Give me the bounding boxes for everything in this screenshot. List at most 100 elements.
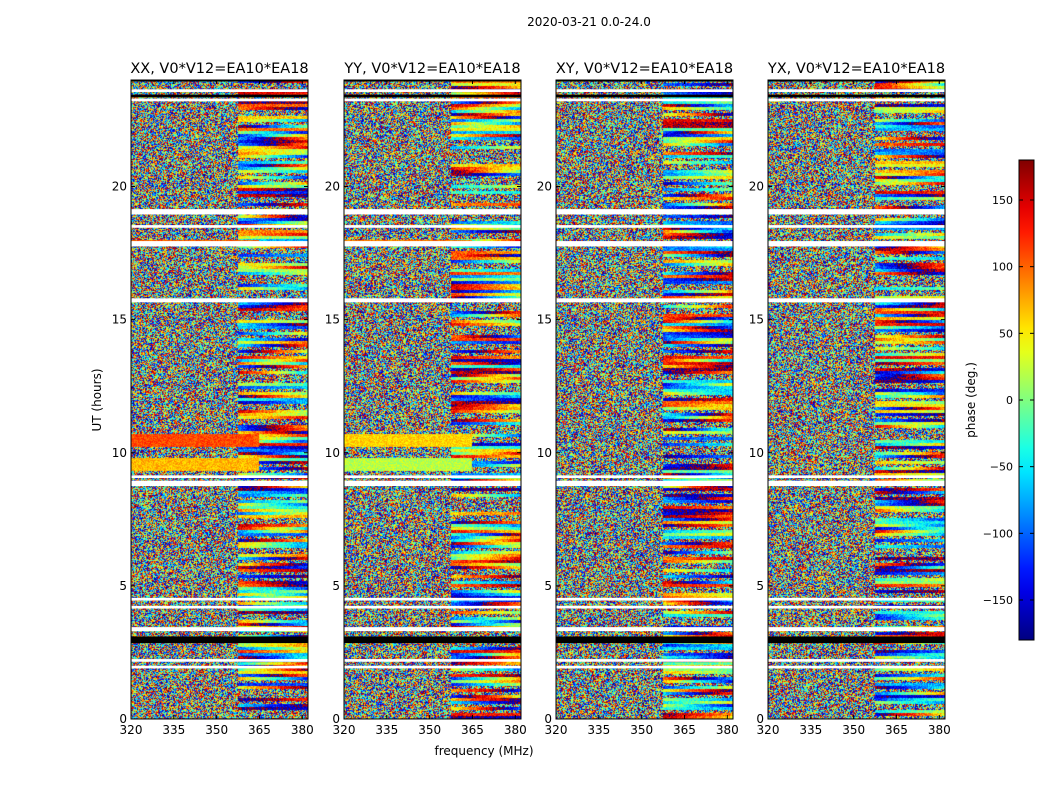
dark-band	[131, 636, 308, 644]
panel-xy: XY, V0*V12=EA10*EA18 320 335 350 365 380 0 5 10 1…	[537, 61, 739, 737]
panel-frame	[130, 79, 309, 720]
y-tick-label: 0	[544, 712, 552, 726]
flagged-band	[768, 209, 945, 215]
colorbar-tick-label: 50	[999, 327, 1013, 340]
panel-title: YX, V0*V12=EA10*EA18	[767, 61, 945, 77]
y-tick-label: 0	[119, 712, 127, 726]
x-tick-label: 350	[205, 723, 228, 737]
dark-band	[768, 636, 945, 644]
colorbar-tick-label: −100	[983, 527, 1013, 540]
flagged-band	[131, 659, 308, 662]
x-tick-label: 350	[842, 723, 865, 737]
x-tick-label: 380	[504, 723, 527, 737]
flagged-band	[768, 480, 945, 487]
dark-band	[556, 94, 733, 98]
dark-band	[131, 80, 308, 82]
flagged-band	[131, 597, 308, 601]
colorbar-tick-label: −150	[983, 594, 1013, 607]
flagged-band	[768, 659, 945, 662]
panel-title: XX, V0*V12=EA10*EA18	[130, 61, 308, 77]
panel-title: YY, V0*V12=EA10*EA18	[343, 61, 520, 77]
panel-xx: XX, V0*V12=EA10*EA18 320 335 350 365 380 0 5 10 1…	[112, 61, 314, 737]
y-tick-label: 5	[756, 579, 764, 593]
dark-band	[556, 80, 733, 82]
flagged-band	[344, 665, 521, 669]
flagged-band	[768, 605, 945, 609]
flagged-band	[344, 209, 521, 215]
flagged-band	[768, 225, 945, 228]
flagged-band	[344, 225, 521, 228]
x-tick-label: 350	[418, 723, 441, 737]
y-tick-label: 20	[112, 180, 127, 194]
x-tick-label: 320	[545, 723, 568, 737]
y-tick-label: 20	[537, 180, 552, 194]
flagged-band	[556, 659, 733, 662]
flagged-band	[344, 627, 521, 632]
dark-band	[131, 94, 308, 98]
y-tick-label: 10	[537, 446, 552, 460]
y-tick-label: 10	[325, 446, 340, 460]
flagged-band	[344, 475, 521, 479]
colorbar: 150 100 50 0 −50 −100 −150	[983, 159, 1035, 641]
y-tick-label: 10	[749, 446, 764, 460]
panel-yx: YX, V0*V12=EA10*EA18 320 335 350 365 380 0 5 10 1…	[749, 61, 951, 737]
panel-title: XY, V0*V12=EA10*EA18	[556, 61, 733, 77]
y-tick-label: 5	[119, 579, 127, 593]
colorbar-tick-label: 150	[992, 194, 1013, 207]
x-tick-label: 365	[885, 723, 908, 737]
flagged-band	[344, 241, 521, 247]
flagged-band	[556, 665, 733, 669]
dark-band	[344, 80, 521, 82]
y-tick-label: 0	[756, 712, 764, 726]
flagged-band	[556, 627, 733, 632]
y-tick-label: 0	[332, 712, 340, 726]
y-tick-label: 5	[544, 579, 552, 593]
flagged-band	[131, 627, 308, 632]
flagged-band	[556, 597, 733, 601]
flagged-band	[131, 209, 308, 215]
colorbar-tick-label: 100	[992, 261, 1013, 274]
flagged-band	[556, 209, 733, 215]
panel-frame	[555, 79, 734, 720]
flagged-band	[131, 298, 308, 303]
flagged-band	[556, 298, 733, 303]
panel-yy: YY, V0*V12=EA10*EA18 320 335 350 365 380 0 5 10 1…	[325, 61, 527, 737]
x-tick-label: 350	[630, 723, 653, 737]
flagged-band	[556, 225, 733, 228]
flagged-band	[768, 627, 945, 632]
colorbar-tick-label: −50	[990, 461, 1013, 474]
flagged-band	[131, 89, 308, 92]
y-tick-label: 15	[749, 313, 764, 327]
x-tick-label: 380	[928, 723, 951, 737]
colorbar-label: phase (deg.)	[964, 362, 978, 438]
x-tick-label: 320	[757, 723, 780, 737]
flagged-band	[344, 298, 521, 303]
y-tick-label: 20	[749, 180, 764, 194]
y-tick-label: 15	[325, 313, 340, 327]
flagged-band	[768, 98, 945, 102]
x-tick-label: 335	[375, 723, 398, 737]
flagged-band	[556, 98, 733, 102]
flagged-band	[768, 298, 945, 303]
phase-heatmap	[556, 80, 733, 719]
flagged-band	[131, 98, 308, 102]
dark-band	[768, 94, 945, 98]
x-tick-label: 320	[120, 723, 143, 737]
flagged-band	[131, 225, 308, 228]
flagged-band	[768, 241, 945, 247]
flagged-band	[556, 605, 733, 609]
y-tick-label: 10	[112, 446, 127, 460]
flagged-band	[131, 475, 308, 479]
dark-band	[344, 94, 521, 98]
x-tick-label: 335	[587, 723, 610, 737]
figure-suptitle: 2020-03-21 0.0-24.0	[527, 15, 651, 29]
flagged-band	[556, 480, 733, 487]
y-axis-label: UT (hours)	[90, 368, 104, 431]
x-tick-label: 365	[248, 723, 271, 737]
dark-band	[344, 636, 521, 644]
x-tick-label: 365	[461, 723, 484, 737]
x-tick-label: 380	[291, 723, 314, 737]
flagged-band	[768, 475, 945, 479]
x-tick-label: 365	[673, 723, 696, 737]
